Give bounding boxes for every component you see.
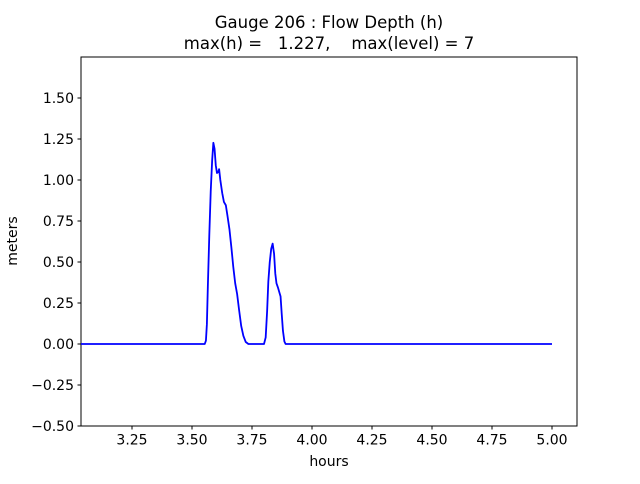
x-axis-ticks: 3.25 3.50 3.75 4.00 4.25 4.50 4.75 5.00: [116, 426, 568, 449]
plot-frame: [80, 56, 578, 427]
x-axis-label: hours: [309, 454, 348, 470]
x-tick-label: 4.25: [356, 433, 387, 449]
y-tick-label: 0.25: [43, 296, 74, 312]
y-tick-label: 0.75: [43, 214, 74, 230]
y-tick-label: 0.00: [43, 337, 74, 353]
x-tick-label: 3.25: [116, 433, 147, 449]
x-tick-label: 5.00: [536, 433, 567, 449]
x-tick-label: 4.00: [296, 433, 327, 449]
x-tick-label: 3.75: [236, 433, 267, 449]
y-tick-label: 0.50: [43, 255, 74, 271]
y-tick-label: −0.25: [31, 378, 74, 394]
y-axis-label: meters: [5, 216, 21, 265]
y-tick-label: 1.50: [43, 91, 74, 107]
y-tick-label: 1.25: [43, 132, 74, 148]
y-axis-ticks: −0.50 −0.25 0.00 0.25 0.50 0.75 1.00 1.25 1.50: [31, 91, 81, 435]
x-tick-label: 3.50: [176, 433, 207, 449]
x-tick-label: 4.75: [476, 433, 507, 449]
chart-title-line1: Gauge 206 : Flow Depth (h): [215, 13, 444, 32]
chart-title-line2: max(h) = 1.227, max(level) = 7: [184, 34, 474, 53]
y-tick-label: −0.50: [31, 419, 74, 435]
y-tick-label: 1.00: [43, 173, 74, 189]
x-tick-label: 4.50: [416, 433, 447, 449]
flow-depth-line: [81, 141, 552, 345]
